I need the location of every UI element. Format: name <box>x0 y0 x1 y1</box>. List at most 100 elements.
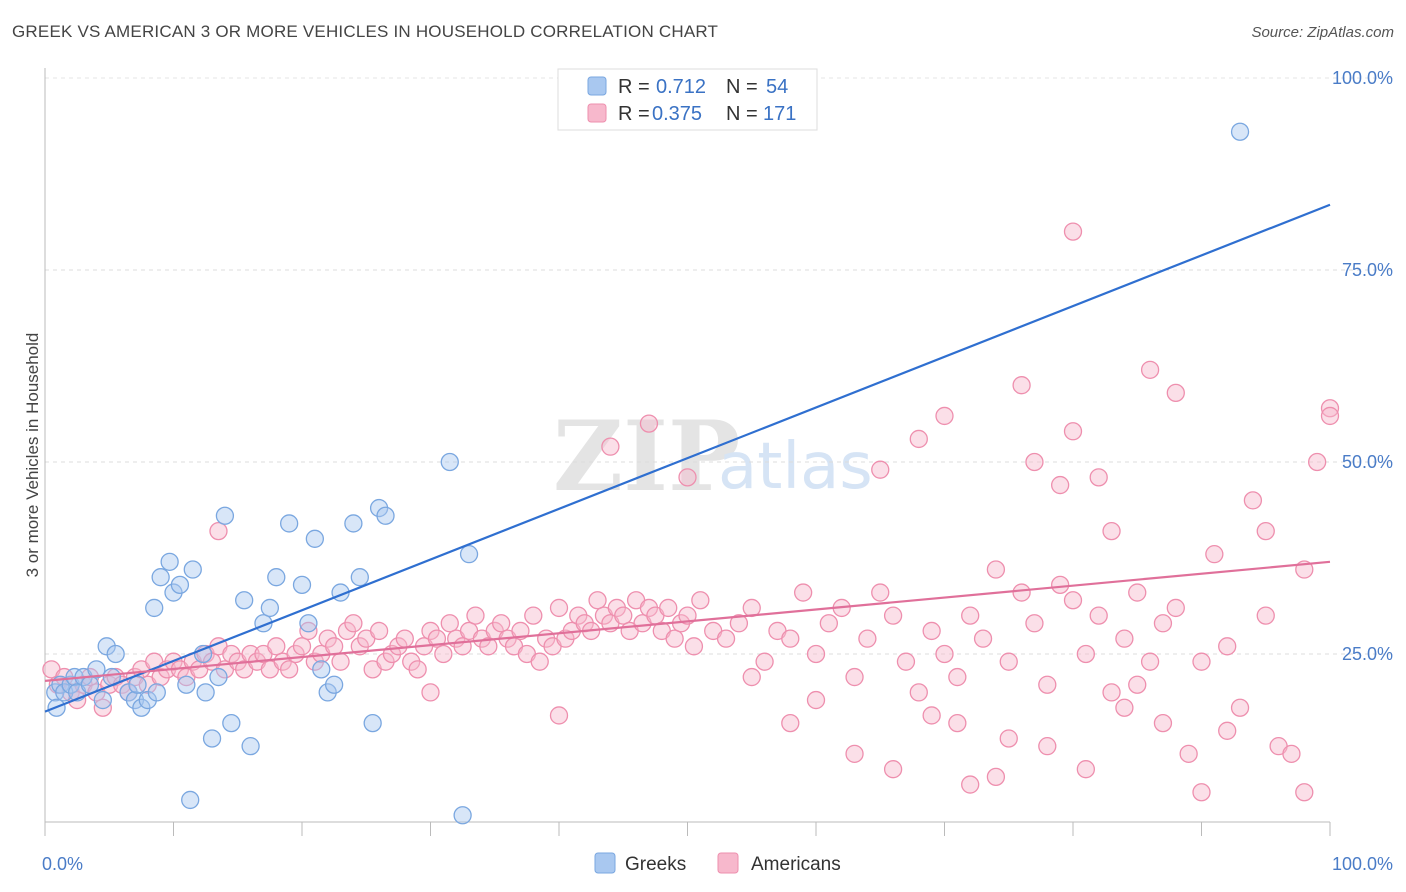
point-greeks <box>87 660 106 679</box>
trend-line-americans <box>44 560 1331 682</box>
point-greeks <box>312 660 331 679</box>
point-americans <box>1153 614 1173 633</box>
point-americans <box>1166 598 1185 618</box>
point-americans <box>819 614 838 633</box>
bottom-legend-swatch-greeks <box>594 852 616 874</box>
point-americans <box>845 744 864 763</box>
point-americans <box>1243 491 1263 510</box>
point-americans <box>1320 406 1340 426</box>
legend-r-value: 0.712 <box>656 76 706 98</box>
point-americans <box>659 598 678 618</box>
point-greeks <box>196 683 215 702</box>
point-americans <box>935 406 954 426</box>
point-americans <box>267 637 286 656</box>
point-americans <box>691 591 710 610</box>
point-americans <box>999 729 1018 748</box>
legend-n-value: 54 <box>766 76 788 98</box>
point-greeks <box>202 729 222 748</box>
point-greeks <box>279 514 299 533</box>
point-americans <box>511 621 530 641</box>
point-americans <box>986 767 1006 787</box>
y-tick-label: 75.0% <box>1342 260 1393 280</box>
legend-r-label: R = <box>618 76 650 98</box>
point-americans <box>678 606 697 625</box>
point-greeks <box>292 575 312 595</box>
point-americans <box>961 606 980 625</box>
point-greeks <box>440 452 459 472</box>
point-americans <box>614 606 633 625</box>
point-americans <box>742 667 761 687</box>
point-greeks <box>128 675 147 694</box>
point-americans <box>935 644 954 664</box>
trend-lines <box>44 203 1331 713</box>
point-americans <box>1102 683 1121 702</box>
point-americans <box>1153 713 1173 733</box>
point-americans <box>1115 698 1134 717</box>
point-greeks <box>209 667 228 687</box>
point-greeks <box>170 575 190 595</box>
grid-lines <box>45 77 1392 655</box>
point-americans <box>1230 698 1250 717</box>
point-americans <box>1089 468 1108 487</box>
point-greeks <box>222 713 241 733</box>
point-americans <box>299 621 318 641</box>
point-greeks <box>177 675 196 694</box>
legend-n-label: N = <box>726 76 758 98</box>
point-americans <box>434 644 453 664</box>
legend-r-label: R = <box>618 103 650 125</box>
point-americans <box>986 560 1006 579</box>
point-greeks <box>93 690 112 710</box>
point-americans <box>492 614 511 633</box>
point-americans <box>1166 383 1185 403</box>
point-americans <box>1256 521 1275 541</box>
point-americans <box>324 637 344 656</box>
y-tick-label: 100.0% <box>1332 68 1393 88</box>
point-greeks <box>241 737 260 756</box>
point-americans <box>871 460 890 479</box>
point-greeks <box>376 506 395 525</box>
watermark-zip: ZIP <box>553 400 740 513</box>
point-americans <box>1012 376 1031 395</box>
point-americans <box>909 429 928 449</box>
point-greeks <box>299 614 318 633</box>
legend-swatch-americans <box>587 103 607 123</box>
bottom-legend-label-greeks: Greeks <box>625 854 686 875</box>
point-americans <box>1320 399 1340 418</box>
point-greeks <box>151 568 170 587</box>
point-americans <box>806 690 826 710</box>
point-americans <box>716 629 736 648</box>
point-americans <box>1308 452 1327 472</box>
point-americans <box>466 606 485 625</box>
point-americans <box>639 414 659 433</box>
bottom-legend-swatch-americans <box>717 852 739 874</box>
y-tick-label: 25.0% <box>1342 644 1393 664</box>
point-americans <box>794 583 813 602</box>
point-americans <box>1051 575 1070 595</box>
point-americans <box>427 629 447 648</box>
point-americans <box>678 468 697 487</box>
chart-title: GREEK VS AMERICAN 3 OR MORE VEHICLES IN … <box>12 22 719 41</box>
legend: R = 0.712 N = 54 R = 0.375 N = 171 <box>557 68 818 131</box>
point-greeks <box>160 552 179 571</box>
legend-swatch-greeks <box>587 76 607 96</box>
point-americans <box>440 614 459 633</box>
point-americans <box>973 629 993 648</box>
point-americans <box>421 683 440 702</box>
point-americans <box>961 775 980 794</box>
point-americans <box>549 598 569 618</box>
point-americans <box>453 637 472 656</box>
point-americans <box>369 621 389 641</box>
point-americans <box>292 637 312 656</box>
point-greeks <box>344 514 363 533</box>
point-americans <box>1076 760 1095 779</box>
point-americans <box>344 614 363 633</box>
point-americans <box>1102 521 1121 541</box>
point-greeks <box>235 591 254 610</box>
point-greeks <box>459 545 479 564</box>
point-greeks <box>215 506 235 525</box>
point-americans <box>93 698 112 717</box>
point-americans <box>588 591 607 610</box>
point-greeks <box>181 790 200 810</box>
point-americans <box>883 760 903 779</box>
point-americans <box>1025 452 1044 472</box>
